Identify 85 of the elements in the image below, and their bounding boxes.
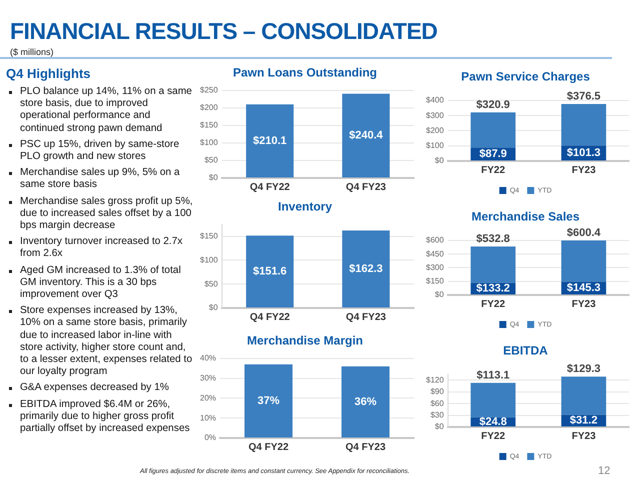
total-label: $600.4 (566, 226, 602, 239)
text: Store expenses increased by 13%, 10% on a same store basis, primarily due to increased labor in-line with store activity, higher store count and, to a lesser extent, expenses related to our loyalty program (20, 305, 194, 378)
total-label: $113.1 (476, 369, 510, 382)
y-tick-label: $200 (200, 103, 218, 112)
y-tick-label: $50 (204, 279, 218, 288)
x-tick-label: Q4 FY22 (250, 182, 290, 193)
y-tick-label: $0 (434, 422, 444, 432)
y-tick-label: $150 (200, 120, 218, 130)
data-label: $87.9 (479, 148, 507, 160)
x-tick-label: FY23 (572, 164, 596, 176)
data-label: $162.3 (349, 263, 383, 276)
x-tick-label: FY23 (572, 430, 596, 442)
y-tick-label: $100 (426, 141, 444, 150)
text: PLO balance up 14%, 11% on a same store basis, due to improved operational performance and continued strong pawn demand (20, 86, 193, 135)
chart-title: Inventory (278, 200, 332, 214)
y-tick-label: $300 (426, 110, 444, 120)
text: 12 (598, 465, 610, 477)
y-tick-label: $0 (434, 290, 444, 300)
data-label: $210.1 (253, 134, 287, 147)
y-tick-label: $150 (426, 276, 444, 286)
y-tick-label: $30 (430, 410, 444, 420)
y-tick-label: $90 (430, 387, 444, 396)
bar (561, 376, 606, 415)
y-tick-label: $120 (426, 375, 444, 384)
chart-title: Merchandise Margin (246, 334, 364, 348)
x-tick-label: Q4 FY22 (248, 442, 289, 453)
bar (470, 382, 516, 418)
y-tick-label: $100 (200, 138, 218, 148)
y-tick-label: $100 (200, 255, 218, 264)
data-label: $31.2 (570, 414, 598, 427)
x-tick-label: Q4 FY23 (345, 442, 386, 453)
x-tick-label: Q4 FY23 (346, 312, 386, 323)
text: ($ millions) (10, 47, 55, 57)
data-label: $240.4 (349, 130, 384, 142)
text: Merchandise sales gross profit up 5%, due to increased sales offset by a 100 bps margin decrease (20, 196, 194, 232)
bar (470, 246, 516, 283)
text: G&A expenses decreased by 1% (20, 382, 170, 395)
text: FINANCIAL RESULTS – CONSOLIDATED (10, 18, 438, 45)
bar (561, 104, 606, 146)
data-label: $24.8 (479, 416, 507, 428)
x-tick-label: FY22 (481, 164, 506, 176)
y-tick-label: 30% (200, 374, 216, 383)
y-tick-label: $150 (200, 232, 218, 241)
x-tick-label: Q4 FY23 (346, 182, 386, 193)
y-tick-label: 40% (200, 354, 216, 363)
x-tick-label: FY23 (572, 298, 596, 310)
y-tick-label: $400 (426, 96, 444, 105)
x-tick-label: FY22 (481, 430, 506, 442)
data-label: $133.2 (476, 282, 510, 295)
y-tick-label: 20% (200, 393, 216, 402)
text: Inventory turnover increased to 2.7x from 2.6x (20, 236, 184, 261)
total-label: $376.5 (566, 90, 601, 102)
y-tick-label: $250 (200, 86, 218, 95)
data-label: $145.3 (566, 282, 601, 294)
x-tick-label: FY22 (481, 298, 506, 310)
total-label: $320.9 (476, 98, 510, 111)
y-tick-label: $300 (426, 262, 444, 272)
y-tick-label: $450 (426, 249, 444, 258)
text: PSC up 15%, driven by same-store PLO growth and new stores (20, 138, 180, 164)
total-label: $129.3 (566, 363, 601, 376)
y-tick-label: $600 (426, 236, 444, 245)
chart-title: Pawn Service Charges (461, 70, 590, 84)
text: Q4 Highlights (6, 66, 92, 81)
data-label: 36% (354, 396, 377, 408)
y-tick-label: $0 (208, 303, 218, 312)
data-label: $101.3 (566, 147, 601, 160)
y-tick-label: 0% (204, 433, 216, 442)
data-label: 37% (257, 394, 280, 407)
chart-title: Pawn Loans Outstanding (232, 66, 378, 80)
bar (561, 240, 606, 282)
text: Aged GM increased to 1.3% of total GM inventory. This is a 30 bps improvement over Q3 (20, 264, 182, 302)
x-tick-label: Q4 FY22 (250, 312, 290, 323)
text: EBITDA improved $6.4M or 26%, primarily due to higher gross profit partially offset by increased expenses (20, 398, 191, 436)
total-label: $532.8 (476, 233, 510, 246)
y-tick-label: 10% (200, 413, 216, 422)
y-tick-label: $60 (430, 398, 444, 408)
y-tick-label: $0 (208, 173, 218, 182)
chart-title: Merchandise Sales (471, 210, 580, 224)
bar (470, 112, 516, 148)
text: Merchandise sales up 9%, 5% on a same store basis (20, 167, 181, 192)
chart-title: EBITDA (503, 344, 548, 358)
data-label: $151.6 (253, 266, 287, 278)
y-tick-label: $200 (426, 126, 444, 135)
y-tick-label: $50 (204, 156, 218, 165)
y-tick-label: $0 (434, 156, 444, 166)
